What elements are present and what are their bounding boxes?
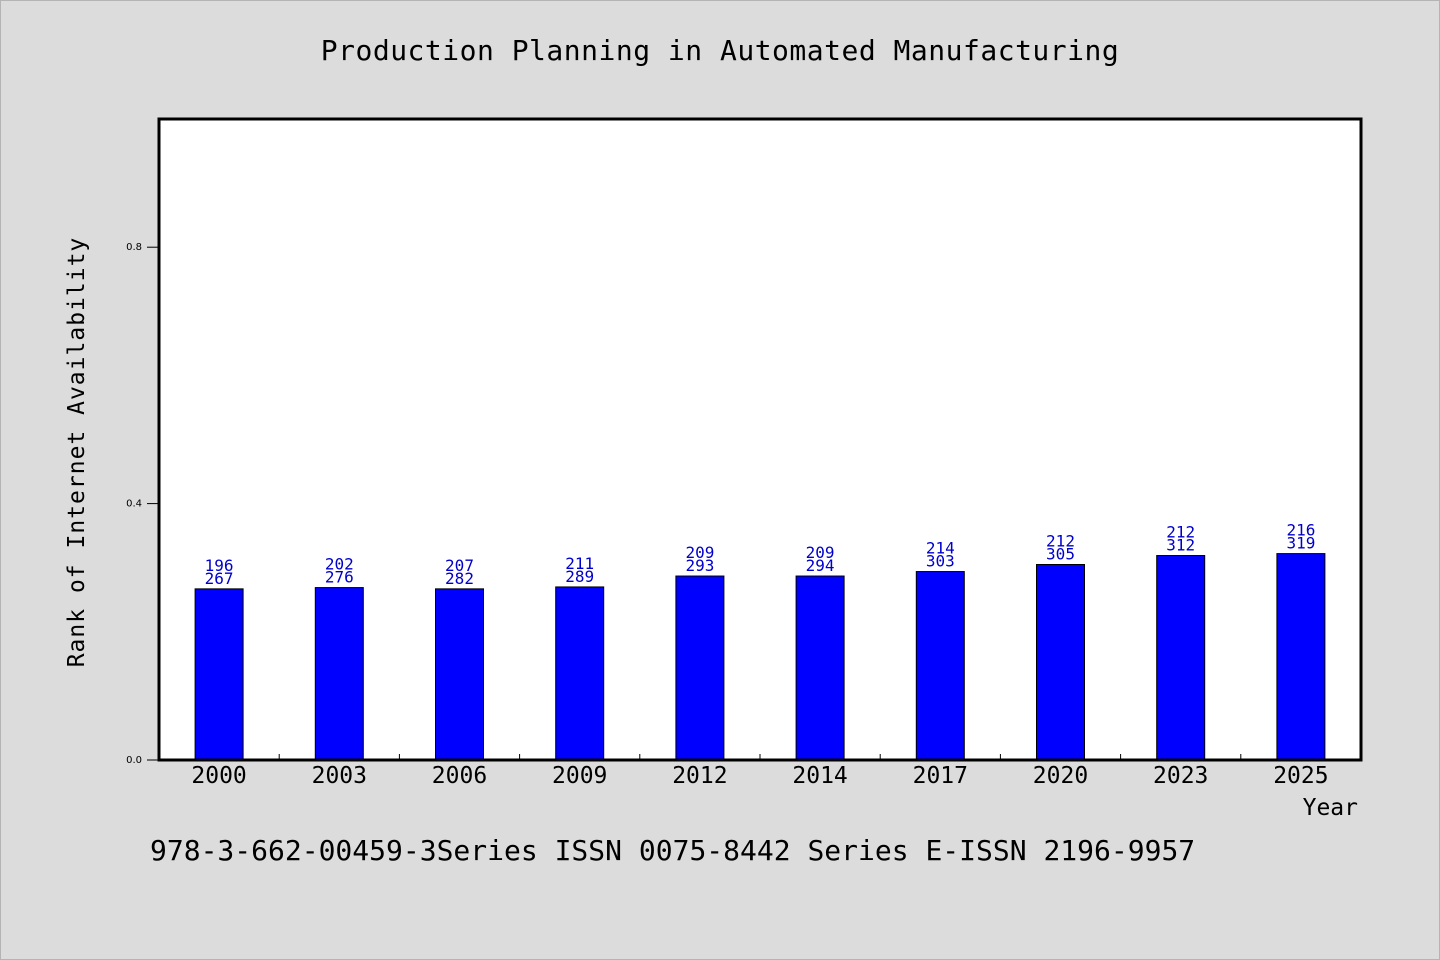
data-label-2003-1: 202 [325,555,354,574]
data-label-2020-2: 305 [1046,544,1075,563]
bar-2020 [1036,563,1085,761]
data-label-2014-1: 209 [806,543,835,562]
x-axis-ticks: 2000 2003 2006 2009 2012 2014 2017 2020 2023 2025 [191,754,1329,789]
data-label-2023-1: 212 [1166,523,1195,542]
chart-title: Production Planning in Automated Manufac… [320,34,1120,67]
x-tick-label-2003: 2003 [312,763,367,789]
y-axis-label: Rank of Internet Availability [64,236,90,668]
data-label-2012-2: 293 [685,556,714,575]
x-tick-label-2012: 2012 [672,763,727,789]
data-label-2009-2: 289 [565,567,594,586]
x-tick-label-2023: 2023 [1153,763,1208,789]
bar-2023 [1156,555,1206,761]
data-label-2000-1: 196 [205,556,234,575]
bar-2006 [435,588,484,761]
data-label-2017-1: 214 [926,539,955,558]
data-label-2017-2: 303 [926,552,955,571]
data-label-2012-1: 209 [685,543,714,562]
data-label-2020-1: 212 [1046,531,1075,550]
y-tick-label-0.8: 0.8 [126,242,142,253]
bar-2012 [675,575,725,761]
bar-2009 [555,586,605,761]
y-tick-label-0.0: 0.0 [126,755,142,766]
x-tick-label-2014: 2014 [792,763,847,789]
x-tick-label-2020: 2020 [1033,763,1088,789]
y-tick-label-0.4: 0.4 [126,499,142,510]
x-tick-label-2006: 2006 [432,763,487,789]
x-axis-label: Year [1302,795,1358,821]
bar-2000 [194,588,244,761]
plot-border [157,117,1363,762]
data-label-2025-2: 319 [1286,534,1315,553]
bar-2025 [1276,553,1326,761]
data-label-2009-1: 211 [565,554,594,573]
bar-2014 [795,575,845,761]
data-label-2003-2: 276 [325,568,354,587]
data-label-2000-2: 267 [205,569,234,588]
x-tick-label-2009: 2009 [552,763,607,789]
bar-2017 [915,571,965,761]
footer-isbn-issn: 978-3-662-00459-3Series ISSN 0075-8442 S… [150,834,1196,867]
data-labels-layer: 1962672022762072822112892092932092942143… [205,521,1316,588]
bar-2003 [314,587,364,761]
data-label-2014-2: 294 [806,556,835,575]
x-tick-label-2025: 2025 [1273,763,1328,789]
y-axis-ticks: 0.0 0.4 0.8 [126,242,159,766]
x-tick-label-2017: 2017 [913,763,968,789]
bars-layer [194,553,1326,761]
data-label-2025-1: 216 [1286,521,1315,540]
data-label-2006-1: 207 [445,556,474,575]
x-tick-label-2000: 2000 [191,763,246,789]
data-label-2023-2: 312 [1166,536,1195,555]
data-label-2006-2: 282 [445,569,474,588]
